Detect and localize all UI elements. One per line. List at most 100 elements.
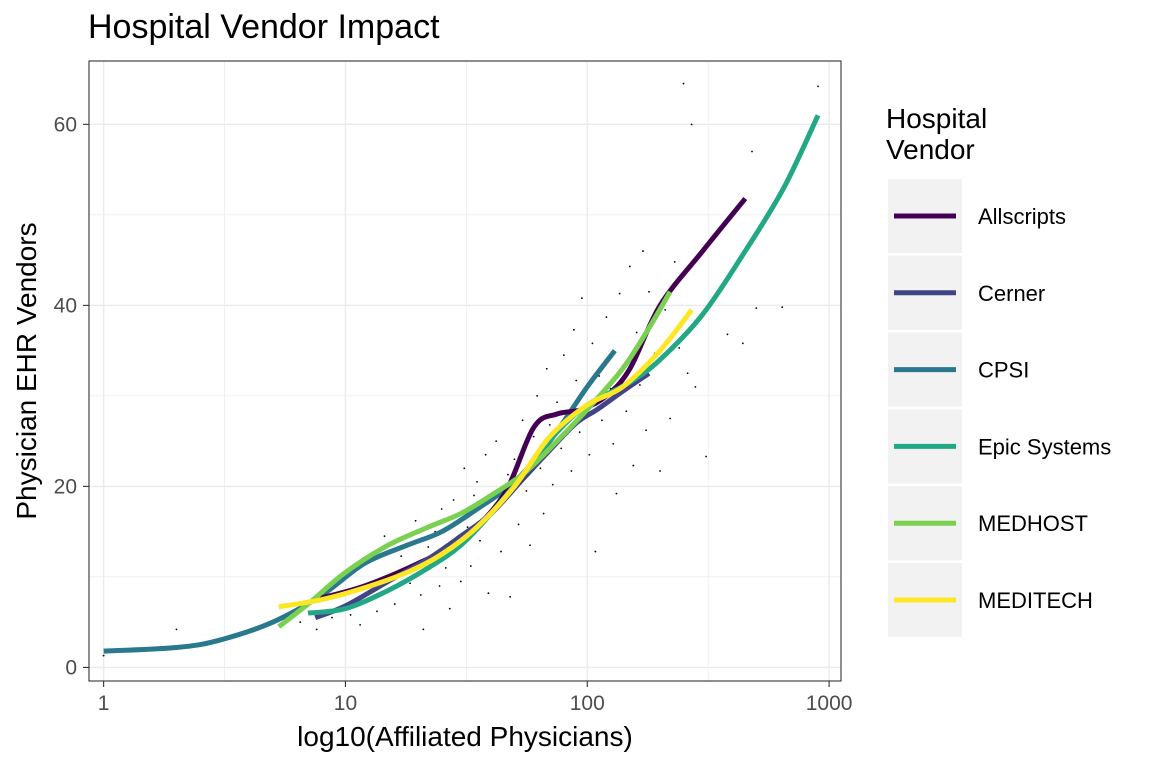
scatter-point <box>469 565 472 567</box>
x-tick-label: 10 <box>334 692 357 715</box>
legend-title-line-2: Vendor <box>886 134 975 165</box>
scatter-point <box>638 384 641 386</box>
legend-label-epic-systems: Epic Systems <box>978 434 1111 459</box>
scatter-point <box>664 309 667 311</box>
scatter-point <box>507 473 509 476</box>
plot-border <box>88 60 842 682</box>
legend: Hospital Vendor Allscripts Cerner CPSI Epic… <box>886 103 1111 637</box>
scatter-point <box>459 580 462 583</box>
scatter-point <box>484 453 487 456</box>
scatter-point <box>751 150 753 153</box>
scatter-point <box>509 595 512 598</box>
scatter-point <box>440 508 443 510</box>
scatter-point <box>463 467 466 470</box>
legend-label-medhost: MEDHOST <box>978 511 1088 536</box>
series-line-medhost <box>277 290 673 629</box>
scatter-point <box>315 628 318 631</box>
x-axis-title: log10(Affiliated Physicians) <box>297 721 633 752</box>
scatter-point <box>591 342 594 345</box>
scatter-point <box>175 628 178 631</box>
y-tick-label: 60 <box>54 113 77 136</box>
scatter-point <box>605 316 608 319</box>
scatter-point <box>545 367 548 370</box>
scatter-point <box>419 594 422 596</box>
scatter-point <box>694 385 697 388</box>
scatter-point <box>690 123 693 126</box>
y-tick-label: 20 <box>54 475 77 498</box>
scatter-point <box>427 546 430 548</box>
scatter-point <box>625 410 628 413</box>
scatter-point <box>448 607 451 610</box>
scatter-point <box>548 423 551 426</box>
scatter-point <box>376 610 378 613</box>
scatter-point <box>580 297 583 300</box>
legend-title: Hospital Vendor <box>886 103 995 165</box>
legend-label-cpsi: CPSI <box>978 358 1029 383</box>
scatter-point <box>686 372 689 375</box>
scatter-point <box>525 490 528 492</box>
legend-label-cerner: Cerner <box>978 281 1045 306</box>
x-tick-label: 1 <box>98 692 110 715</box>
scatter-point <box>529 544 531 547</box>
scatter-point <box>632 464 635 467</box>
y-tick-label: 0 <box>65 656 77 679</box>
scatter-point <box>393 603 396 605</box>
scatter-point <box>479 539 481 542</box>
scatter-point <box>570 470 573 472</box>
series-line-meditech <box>278 308 694 610</box>
y-tick-label: 40 <box>54 294 77 317</box>
scatter-point <box>476 480 478 483</box>
scatter-point <box>409 582 411 585</box>
scatter-point <box>673 261 676 263</box>
scatter-point <box>578 431 581 433</box>
plot-area <box>88 60 842 682</box>
scatter-point <box>601 419 603 422</box>
scatter-point <box>349 614 352 616</box>
legend-label-allscripts: Allscripts <box>978 204 1066 229</box>
scatter-point <box>513 458 516 461</box>
scatter-point <box>542 512 545 515</box>
scatter-point <box>495 440 498 443</box>
chart-title: Hospital Vendor Impact <box>88 8 440 46</box>
scatter-point <box>422 628 425 631</box>
scatter-point <box>438 585 441 587</box>
scatter-point <box>536 394 538 397</box>
y-axis: 0 20 40 60 <box>54 113 89 679</box>
scatter-points <box>102 82 819 657</box>
scatter-point <box>618 292 621 295</box>
scatter-point <box>473 494 475 497</box>
scatter-point <box>560 447 563 450</box>
scatter-point <box>781 306 784 309</box>
plot-background <box>89 61 841 681</box>
scatter-point <box>615 492 618 495</box>
scatter-point <box>539 467 542 470</box>
scatter-point <box>682 82 685 85</box>
x-axis: 1 10 100 1000 <box>98 681 853 715</box>
scatter-point <box>556 401 558 404</box>
x-tick-label: 1000 <box>806 692 853 715</box>
scatter-point <box>517 523 520 526</box>
scatter-point <box>444 566 447 569</box>
scatter-point <box>575 379 578 382</box>
scatter-point <box>562 354 565 357</box>
scatter-point <box>642 250 644 252</box>
y-axis-title: Physician EHR Vendors <box>11 222 42 519</box>
legend-title-line-1: Hospital <box>886 103 987 134</box>
scatter-point <box>594 550 597 553</box>
scatter-point <box>817 85 819 88</box>
scatter-point <box>521 419 524 422</box>
legend-items: Allscripts Cerner CPSI Epic Systems MEDHOST M… <box>888 179 1111 637</box>
scatter-point <box>635 331 638 334</box>
scatter-point <box>500 550 502 553</box>
scatter-point <box>659 470 661 472</box>
scatter-point <box>359 623 362 626</box>
scatter-point <box>487 592 490 595</box>
scatter-point <box>588 453 591 456</box>
scatter-point <box>678 347 681 349</box>
scatter-point <box>551 483 554 486</box>
grid <box>89 61 841 681</box>
x-tick-label: 100 <box>570 692 605 715</box>
scatter-point <box>628 265 631 268</box>
scatter-point <box>102 654 105 657</box>
